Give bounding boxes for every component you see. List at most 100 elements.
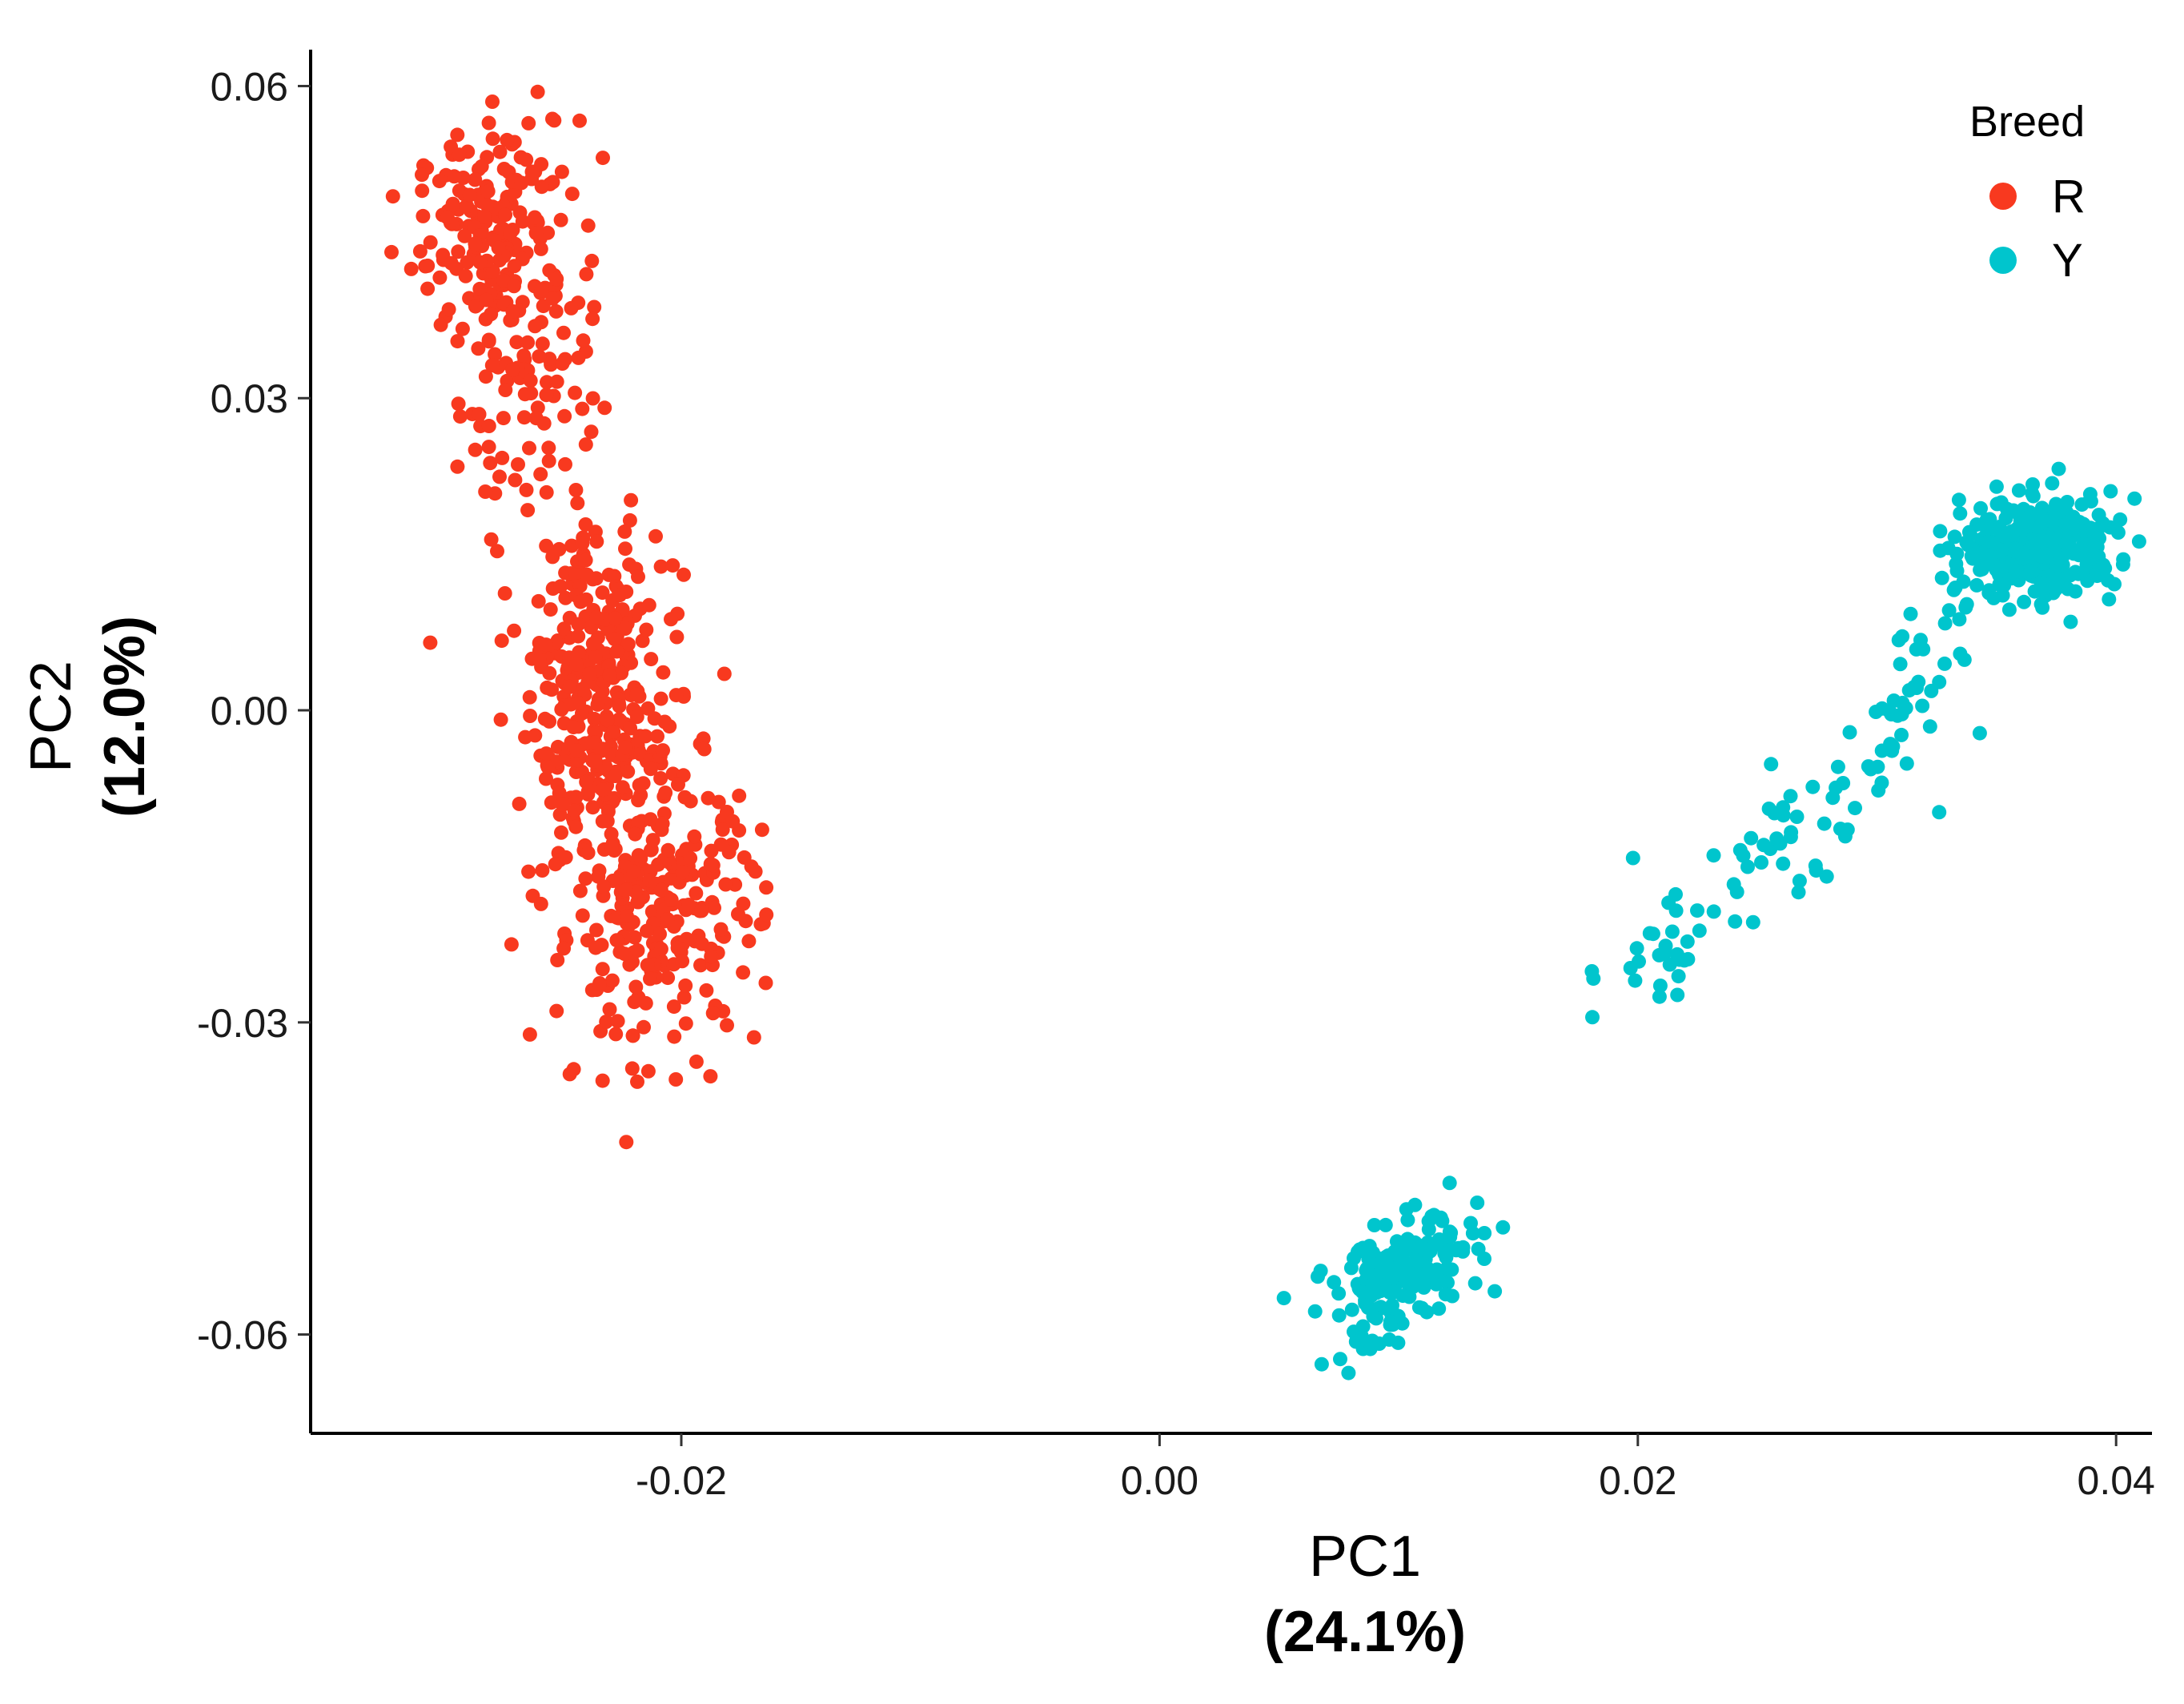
data-point bbox=[725, 814, 741, 829]
x-tick-label: -0.02 bbox=[636, 1458, 727, 1503]
data-point bbox=[505, 362, 520, 377]
data-point bbox=[640, 1063, 656, 1079]
data-point bbox=[1706, 848, 1721, 863]
data-point bbox=[1331, 1286, 1347, 1301]
data-point bbox=[595, 814, 610, 829]
x-tick-label: 0.04 bbox=[2078, 1458, 2155, 1503]
data-point bbox=[568, 385, 583, 400]
data-point bbox=[1341, 1365, 1356, 1380]
data-point bbox=[754, 822, 769, 838]
data-point bbox=[521, 864, 536, 879]
data-point bbox=[1359, 1263, 1374, 1278]
data-point bbox=[477, 209, 492, 224]
data-point bbox=[495, 450, 510, 465]
data-point bbox=[1361, 1252, 1376, 1267]
data-point bbox=[678, 978, 693, 993]
data-point bbox=[533, 896, 548, 911]
data-point bbox=[580, 567, 595, 582]
data-point bbox=[2080, 573, 2095, 589]
data-point bbox=[1894, 706, 1909, 721]
data-point bbox=[420, 281, 436, 296]
data-point bbox=[2008, 541, 2022, 557]
data-point bbox=[479, 292, 494, 307]
data-point bbox=[441, 302, 456, 317]
data-point bbox=[485, 263, 500, 279]
data-point bbox=[484, 307, 499, 322]
data-point bbox=[532, 653, 547, 668]
data-point bbox=[617, 524, 632, 539]
data-point bbox=[1495, 1220, 1511, 1235]
data-point bbox=[433, 317, 448, 332]
data-point bbox=[494, 633, 509, 649]
data-point bbox=[2049, 496, 2064, 512]
data-point bbox=[481, 440, 496, 455]
data-point bbox=[534, 283, 549, 298]
data-point bbox=[556, 798, 570, 812]
data-point bbox=[444, 255, 459, 271]
data-point bbox=[1893, 657, 1908, 672]
data-point bbox=[571, 629, 586, 644]
data-point bbox=[569, 657, 584, 672]
data-point bbox=[500, 132, 515, 147]
data-point bbox=[564, 187, 580, 202]
data-point bbox=[713, 922, 729, 937]
data-point bbox=[638, 729, 653, 744]
data-point bbox=[1951, 492, 1966, 508]
data-point bbox=[2101, 573, 2116, 588]
data-point bbox=[1652, 989, 1667, 1004]
data-point bbox=[644, 652, 659, 667]
data-point bbox=[548, 857, 563, 872]
data-point bbox=[571, 617, 586, 632]
data-point bbox=[1961, 524, 1977, 540]
data-point bbox=[705, 1006, 721, 1021]
data-point bbox=[488, 347, 503, 362]
data-point bbox=[542, 665, 557, 681]
data-point bbox=[1652, 979, 1668, 993]
data-point bbox=[481, 334, 496, 349]
data-point bbox=[1953, 506, 1968, 521]
data-point bbox=[1387, 1284, 1402, 1300]
data-point bbox=[505, 303, 520, 319]
data-point bbox=[1439, 1245, 1454, 1260]
data-point bbox=[741, 934, 757, 949]
data-point bbox=[447, 169, 462, 184]
data-point bbox=[584, 424, 599, 440]
data-point bbox=[660, 842, 676, 858]
data-point bbox=[2110, 525, 2126, 540]
data-point bbox=[1903, 606, 1918, 621]
data-point bbox=[650, 729, 664, 744]
data-point bbox=[1959, 597, 1974, 612]
data-point bbox=[2081, 552, 2096, 567]
y-tick-label: -0.03 bbox=[197, 1001, 288, 1046]
data-point bbox=[531, 593, 546, 609]
data-point bbox=[1399, 1202, 1414, 1217]
data-point bbox=[1331, 1308, 1347, 1323]
data-point bbox=[1941, 603, 1957, 618]
data-point bbox=[1467, 1276, 1483, 1291]
data-point bbox=[522, 440, 536, 456]
data-point bbox=[2021, 509, 2037, 524]
data-point bbox=[541, 453, 556, 468]
data-point bbox=[665, 558, 680, 573]
data-point bbox=[697, 741, 712, 757]
data-point bbox=[619, 909, 634, 923]
data-point bbox=[666, 999, 681, 1015]
data-point bbox=[1756, 838, 1772, 853]
data-point bbox=[1932, 674, 1947, 689]
data-point bbox=[652, 926, 667, 942]
data-point bbox=[485, 94, 500, 109]
data-point bbox=[641, 597, 656, 613]
data-point bbox=[2025, 477, 2040, 492]
data-point bbox=[553, 579, 568, 594]
data-point bbox=[468, 299, 483, 314]
data-point bbox=[575, 908, 590, 923]
data-point bbox=[1670, 987, 1685, 1003]
data-point bbox=[602, 1002, 617, 1017]
data-point bbox=[509, 335, 524, 350]
data-point bbox=[1957, 652, 1972, 667]
data-point bbox=[687, 829, 702, 844]
data-point bbox=[478, 369, 493, 384]
data-point bbox=[1431, 1301, 1447, 1316]
data-point bbox=[2011, 483, 2026, 498]
data-point bbox=[604, 826, 619, 842]
